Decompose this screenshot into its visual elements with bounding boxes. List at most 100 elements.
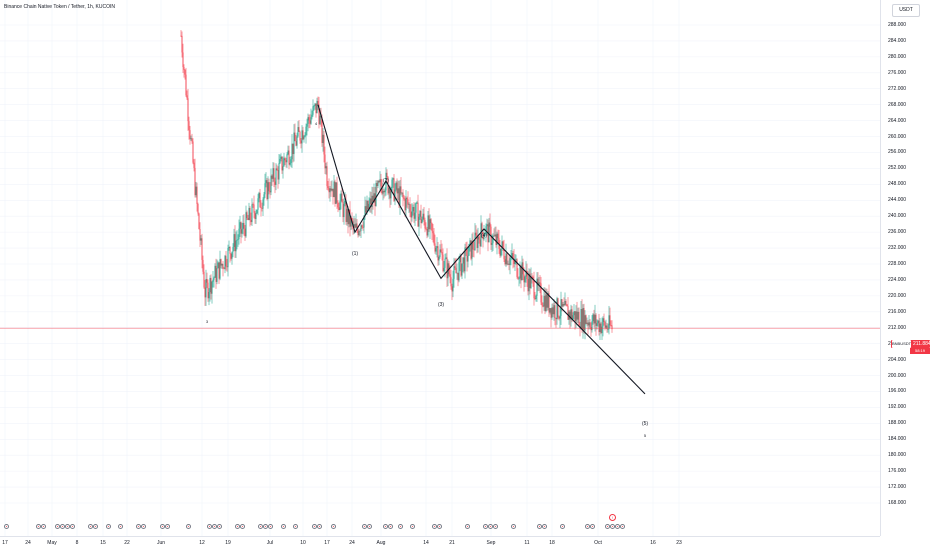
candle-body	[392, 178, 394, 180]
event-marker-icon[interactable]	[465, 524, 470, 529]
event-marker-icon[interactable]	[235, 524, 240, 529]
event-marker-icon[interactable]	[65, 524, 70, 529]
candle-body	[438, 256, 440, 261]
candle-body	[379, 179, 381, 183]
candle-body	[575, 311, 577, 322]
event-marker-icon[interactable]	[605, 524, 610, 529]
price-tick: 260.000	[888, 133, 907, 140]
event-marker-icon[interactable]	[398, 524, 403, 529]
candle-body	[496, 233, 498, 245]
event-marker-icon[interactable]	[542, 524, 547, 529]
event-marker-icon[interactable]	[207, 524, 212, 529]
candle-body	[238, 228, 240, 240]
event-marker-icon[interactable]	[93, 524, 98, 529]
event-marker-icon[interactable]	[212, 524, 217, 529]
candle-body	[605, 325, 607, 328]
event-marker-icon[interactable]	[36, 524, 41, 529]
candle-body	[585, 315, 587, 324]
candle-body	[431, 223, 433, 232]
event-marker-icon[interactable]	[240, 524, 245, 529]
candle-body	[343, 204, 345, 218]
event-marker-icon[interactable]	[136, 524, 141, 529]
event-marker-icon[interactable]	[141, 524, 146, 529]
candle-body	[214, 265, 216, 278]
time-tick: 21	[449, 540, 455, 546]
elliott-wave-line	[317, 104, 646, 395]
event-marker-icon[interactable]	[493, 524, 498, 529]
current-price-tag: BNBUSDT 211.884	[891, 340, 931, 348]
candle-body	[582, 308, 584, 330]
candle-body	[429, 219, 431, 230]
candle-body	[282, 166, 284, 171]
event-marker-icon[interactable]	[362, 524, 367, 529]
event-marker-icon[interactable]	[60, 524, 65, 529]
event-marker-icon[interactable]	[165, 524, 170, 529]
event-marker-icon[interactable]	[585, 524, 590, 529]
event-marker-icon[interactable]	[537, 524, 542, 529]
candle-body	[345, 201, 347, 222]
event-marker-icon[interactable]	[293, 524, 298, 529]
candle-body	[288, 150, 290, 165]
event-marker-icon[interactable]	[437, 524, 442, 529]
candle-body	[577, 311, 579, 320]
candle-body	[322, 134, 324, 144]
event-marker-icon[interactable]	[560, 524, 565, 529]
event-marker-icon[interactable]	[88, 524, 93, 529]
event-marker-icon[interactable]	[432, 524, 437, 529]
candle-body	[475, 232, 477, 236]
event-marker-icon[interactable]	[488, 524, 493, 529]
event-flag-icon[interactable]: !	[609, 514, 616, 521]
candle-body	[303, 136, 305, 140]
event-marker-icon[interactable]	[281, 524, 286, 529]
event-marker-icon[interactable]	[268, 524, 273, 529]
candle-body	[329, 188, 331, 193]
time-axis[interactable]	[0, 536, 880, 550]
event-marker-icon[interactable]	[615, 524, 620, 529]
candle-body	[267, 182, 269, 200]
event-marker-icon[interactable]	[331, 524, 336, 529]
event-marker-icon[interactable]	[55, 524, 60, 529]
event-marker-icon[interactable]	[388, 524, 393, 529]
candle-body	[340, 193, 342, 201]
event-marker-icon[interactable]	[41, 524, 46, 529]
event-marker-icon[interactable]	[258, 524, 263, 529]
event-marker-icon[interactable]	[4, 524, 9, 529]
event-marker-icon[interactable]	[106, 524, 111, 529]
event-marker-icon[interactable]	[160, 524, 165, 529]
candle-body	[336, 182, 338, 203]
candle-body	[608, 315, 610, 330]
event-marker-icon[interactable]	[590, 524, 595, 529]
event-marker-icon[interactable]	[312, 524, 317, 529]
event-marker-icon[interactable]	[383, 524, 388, 529]
candle-body	[441, 251, 443, 255]
event-marker-icon[interactable]	[263, 524, 268, 529]
event-marker-icon[interactable]	[367, 524, 372, 529]
event-marker-icon[interactable]	[186, 524, 191, 529]
candle-body	[542, 305, 544, 307]
candle-body	[418, 216, 420, 227]
candle-body	[421, 219, 423, 224]
candle-body	[526, 270, 528, 280]
candle-body	[477, 236, 479, 248]
time-tick: 24	[349, 540, 355, 546]
candle-body	[254, 212, 256, 219]
candle-body	[184, 69, 186, 75]
event-marker-icon[interactable]	[620, 524, 625, 529]
candle-body	[279, 158, 281, 164]
event-marker-icon[interactable]	[410, 524, 415, 529]
event-marker-icon[interactable]	[118, 524, 123, 529]
candle-body	[195, 186, 197, 196]
price-scale[interactable]	[880, 0, 932, 536]
event-marker-icon[interactable]	[483, 524, 488, 529]
event-marker-icon[interactable]	[511, 524, 516, 529]
event-marker-icon[interactable]	[317, 524, 322, 529]
candle-body	[235, 240, 237, 252]
candle-body	[493, 235, 495, 237]
currency-label[interactable]: USDT	[892, 4, 920, 17]
event-marker-icon[interactable]	[217, 524, 222, 529]
event-marker-icon[interactable]	[70, 524, 75, 529]
event-marker-icon[interactable]	[610, 524, 615, 529]
candle-body	[187, 98, 189, 122]
